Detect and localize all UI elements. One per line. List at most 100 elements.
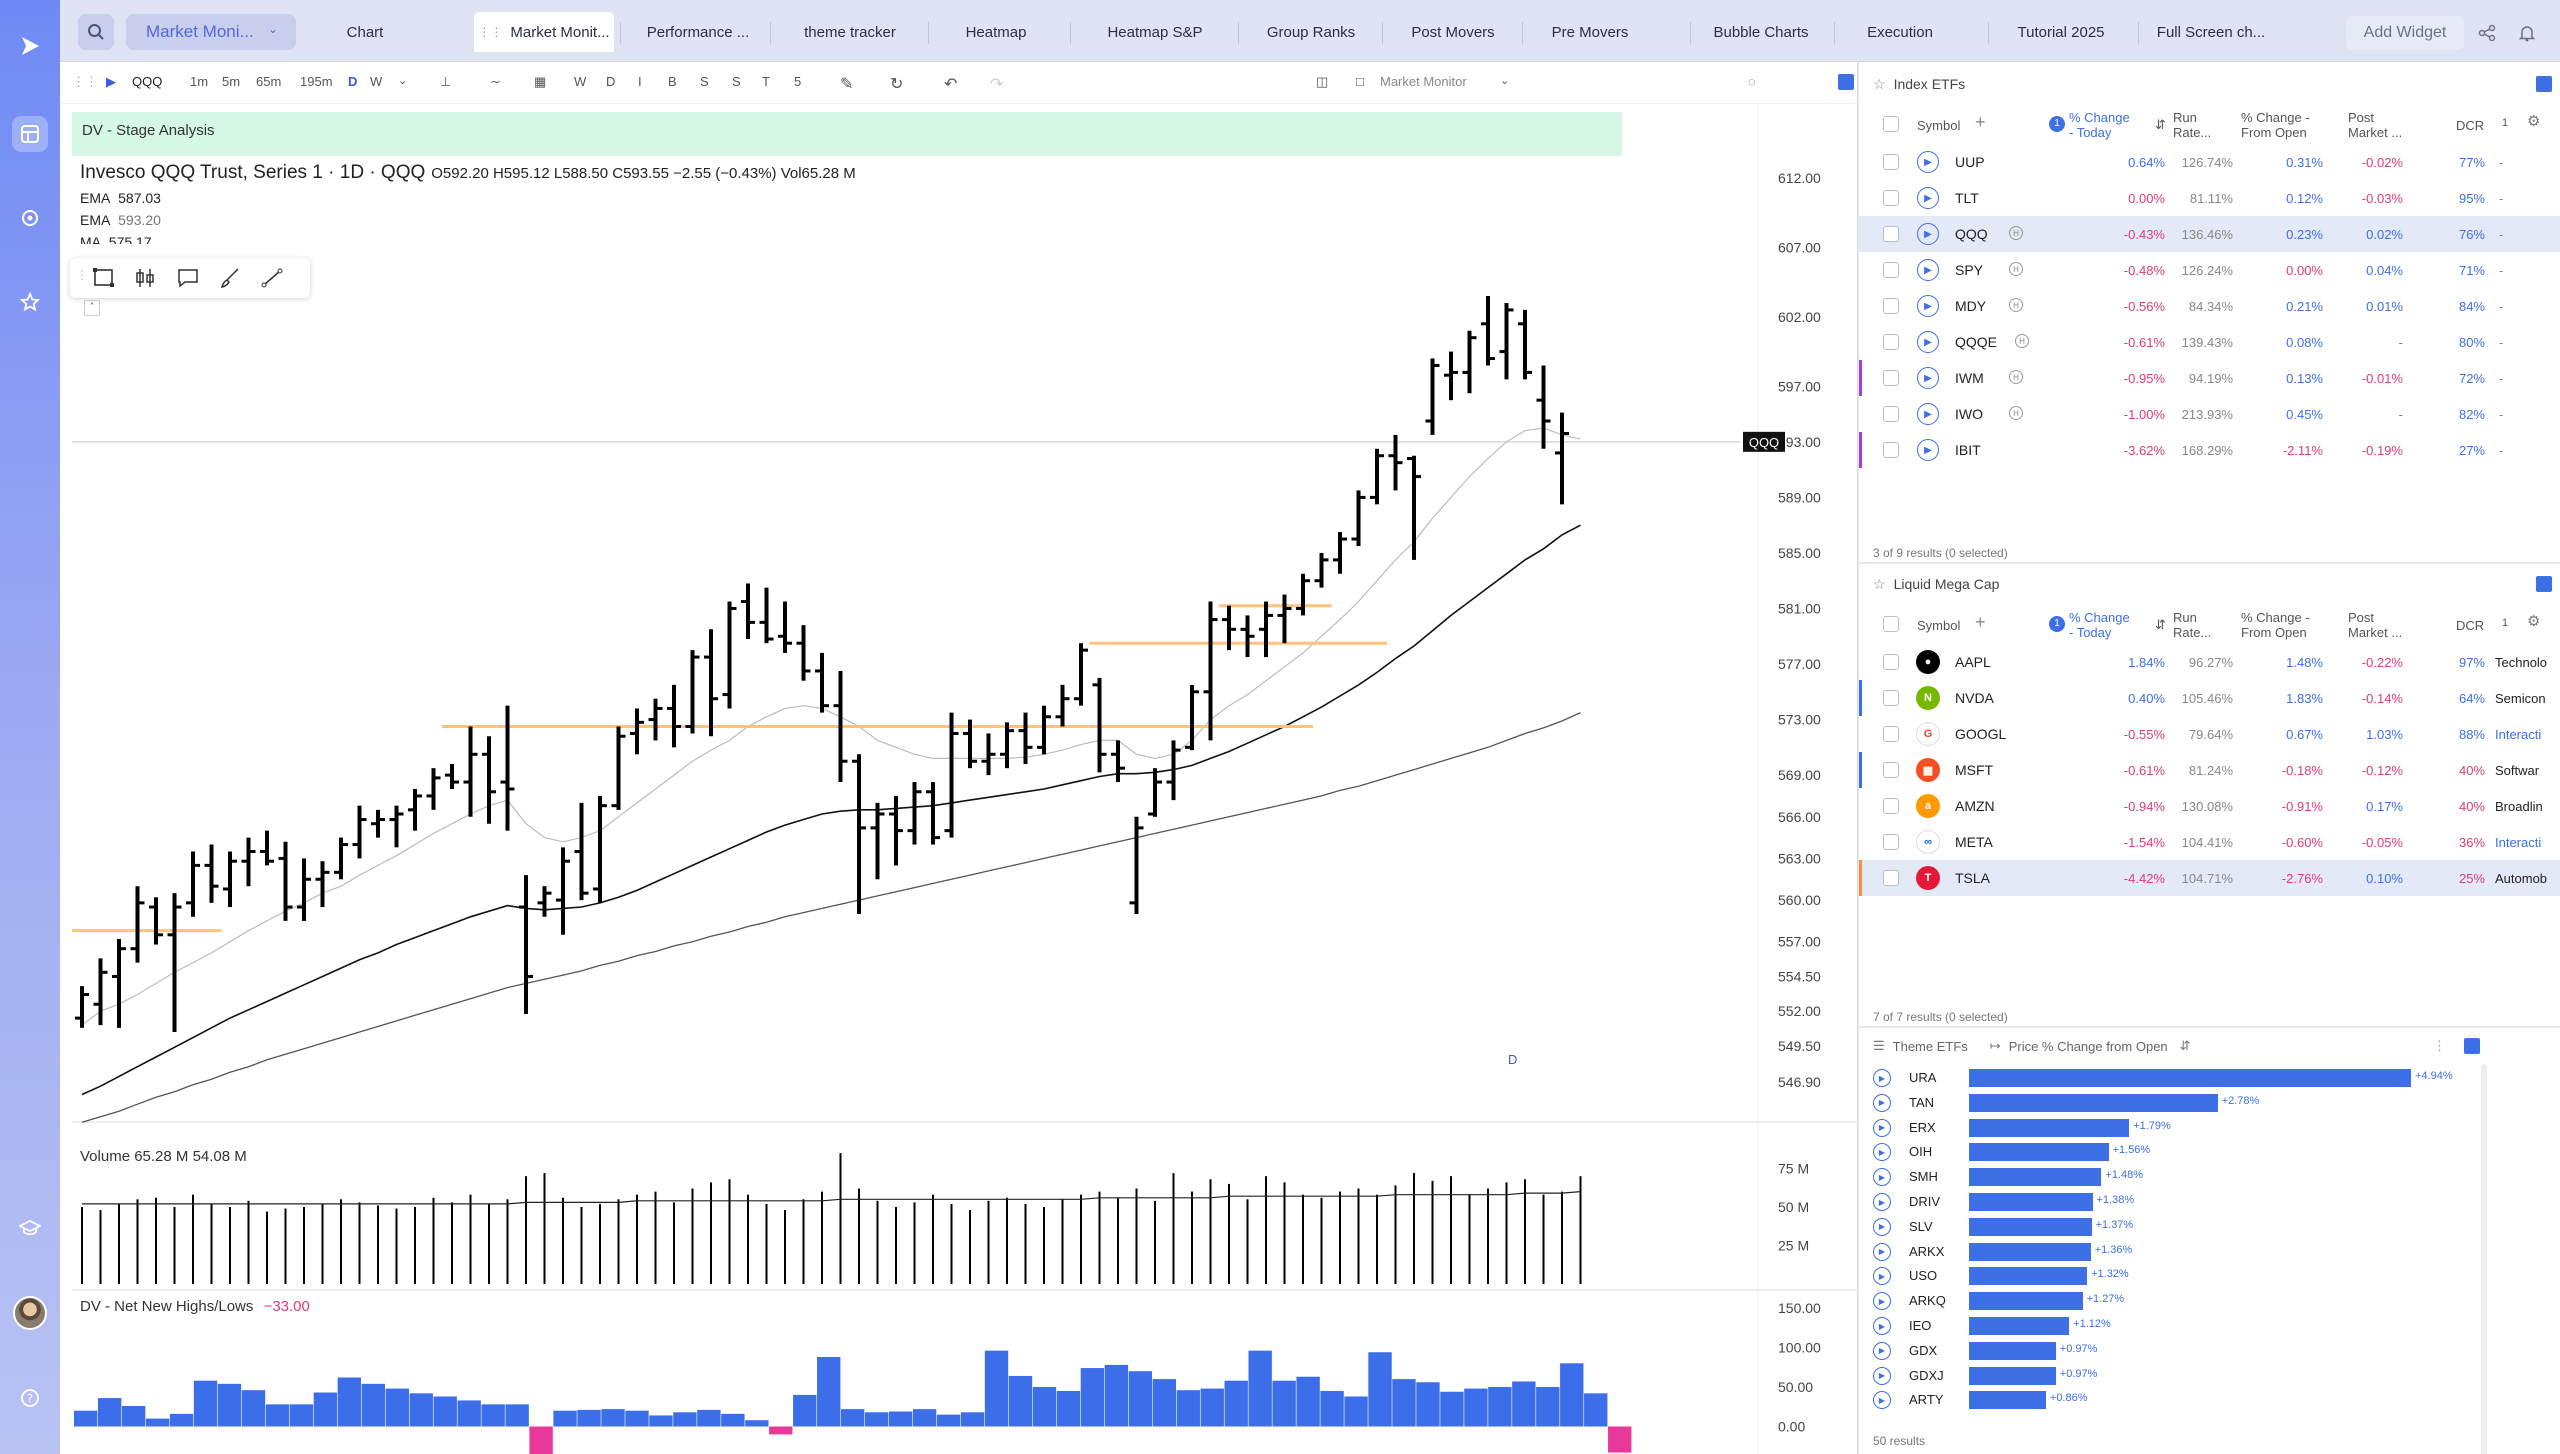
graduation-icon[interactable] bbox=[12, 1210, 48, 1246]
interval-w[interactable]: W bbox=[370, 74, 383, 89]
row-checkbox[interactable] bbox=[1883, 154, 1899, 170]
col-change-today[interactable]: % Change - Today bbox=[2069, 110, 2130, 140]
share-icon[interactable] bbox=[2478, 24, 2496, 46]
tab-full-screen[interactable]: Full Screen ch... bbox=[2146, 12, 2276, 52]
theme-symbol[interactable]: TAN bbox=[1909, 1094, 1935, 1110]
play-icon[interactable]: ▶ bbox=[1917, 151, 1939, 173]
tab-execution[interactable]: Execution bbox=[1840, 12, 1960, 52]
theme-symbol[interactable]: ARTY bbox=[1909, 1392, 1944, 1408]
symbol-cell[interactable]: MDY bbox=[1955, 298, 1987, 314]
table-row[interactable]: ▶ UUP 0.64% 126.74% 0.31% -0.02% 77% - bbox=[1859, 144, 2560, 180]
interval-195m[interactable]: 195m bbox=[300, 74, 333, 89]
more-icon[interactable]: ⋮ bbox=[2433, 1038, 2446, 1053]
theme-symbol[interactable]: OIH bbox=[1909, 1144, 1933, 1160]
help-icon[interactable]: ? bbox=[12, 1380, 48, 1416]
alert-icon[interactable]: ◌ bbox=[1748, 74, 1756, 89]
holdings-icon[interactable]: H bbox=[2009, 370, 2023, 384]
theme-symbol[interactable]: USO bbox=[1909, 1268, 1938, 1284]
table-row[interactable]: ▶ IWO H -1.00% 213.93% 0.45% -82% - bbox=[1859, 396, 2560, 432]
sort-rank-icon[interactable]: 1 bbox=[2049, 116, 2065, 132]
play-icon[interactable]: ▶ bbox=[1873, 1292, 1891, 1311]
tab-market-monitor[interactable]: ⋮⋮ Market Monit... bbox=[474, 12, 614, 52]
row-checkbox[interactable] bbox=[1883, 762, 1899, 778]
comment-tool-icon[interactable] bbox=[176, 267, 200, 289]
table-row[interactable]: ▶ TLT 0.00% 81.11% 0.12% -0.03% 95% - bbox=[1859, 180, 2560, 216]
play-icon[interactable]: ▶ bbox=[1873, 1069, 1891, 1087]
drag-handle-icon[interactable]: ⋮⋮ bbox=[72, 74, 98, 89]
table-row[interactable]: T TSLA -4.42% 104.71% -2.76% 0.10% 25% Automob bbox=[1859, 860, 2560, 896]
theme-row[interactable]: ▶ USO +1.32% bbox=[1859, 1264, 2560, 1288]
theme-symbol[interactable]: ARKX bbox=[1909, 1243, 1945, 1259]
play-icon[interactable]: ▶ bbox=[106, 74, 116, 89]
panel-color-icon[interactable] bbox=[2536, 76, 2552, 92]
shortcut-s2[interactable]: S bbox=[732, 74, 741, 89]
col-dcr[interactable]: DCR bbox=[2456, 618, 2485, 633]
shortcut-w[interactable]: W bbox=[574, 74, 587, 89]
theme-row[interactable]: ▶ ARTY +0.86% bbox=[1859, 1388, 2560, 1412]
theme-row[interactable]: ▶ OIH +1.56% bbox=[1859, 1140, 2560, 1164]
shortcut-i[interactable]: I bbox=[638, 74, 642, 89]
col-change-today[interactable]: % Change - Today bbox=[2069, 610, 2130, 640]
theme-symbol[interactable]: SMH bbox=[1909, 1169, 1938, 1185]
tab-theme-tracker[interactable]: theme tracker bbox=[780, 12, 920, 52]
symbol-cell[interactable]: UUP bbox=[1955, 154, 1985, 170]
avatar[interactable] bbox=[13, 1296, 47, 1330]
theme-row[interactable]: ▶ ERX +1.79% bbox=[1859, 1116, 2560, 1140]
table-row[interactable]: ▶ QQQ H -0.43% 136.46% 0.23% 0.02% 76% - bbox=[1859, 216, 2560, 252]
holdings-icon[interactable]: H bbox=[2015, 334, 2029, 348]
interval-5m[interactable]: 5m bbox=[222, 74, 241, 89]
symbol-cell[interactable]: TLT bbox=[1955, 190, 1979, 206]
play-icon[interactable]: ▶ bbox=[1873, 1143, 1891, 1162]
play-icon[interactable]: ▶ bbox=[1873, 1391, 1891, 1410]
play-icon[interactable]: ▶ bbox=[1917, 403, 1939, 425]
theme-etfs-subtitle[interactable]: Price % Change from Open bbox=[2008, 1038, 2168, 1054]
price-chart[interactable]: 612.00 607.00 602.00 597.00 593.00 589.00 585.… bbox=[60, 62, 1858, 1454]
chevron-down-icon[interactable]: ⌄ bbox=[1500, 75, 1510, 87]
theme-symbol[interactable]: GDXJ bbox=[1909, 1367, 1944, 1383]
theme-row[interactable]: ▶ TAN +2.78% bbox=[1859, 1091, 2560, 1115]
play-icon[interactable]: ▶ bbox=[1873, 1317, 1891, 1335]
row-checkbox[interactable] bbox=[1883, 690, 1899, 706]
redo-icon[interactable]: ↷ bbox=[990, 76, 1004, 93]
holdings-icon[interactable]: H bbox=[2009, 406, 2023, 420]
play-icon[interactable]: ▶ bbox=[1917, 367, 1939, 389]
symbol-cell[interactable]: AMZN bbox=[1955, 798, 1995, 814]
row-checkbox[interactable] bbox=[1883, 262, 1899, 278]
add-widget-button[interactable]: Add Widget bbox=[2346, 16, 2464, 50]
shortcut-5[interactable]: 5 bbox=[794, 74, 802, 89]
row-checkbox[interactable] bbox=[1883, 370, 1899, 386]
table-row[interactable]: ● AAPL 1.84% 96.27% 1.48% -0.22% 97% Technolo bbox=[1859, 644, 2560, 680]
target-icon[interactable] bbox=[12, 200, 48, 236]
theme-row[interactable]: ▶ ARKX +1.36% bbox=[1859, 1240, 2560, 1264]
symbol-cell[interactable]: IWO bbox=[1955, 406, 1983, 422]
gear-icon[interactable]: ⚙ bbox=[2527, 613, 2541, 630]
play-icon[interactable]: ▶ bbox=[1917, 259, 1939, 281]
select-all-checkbox[interactable] bbox=[1883, 116, 1899, 132]
layout-icon[interactable] bbox=[12, 116, 48, 152]
table-row[interactable]: ▶ MDY H -0.56% 84.34% 0.21% 0.01% 84% - bbox=[1859, 288, 2560, 324]
play-icon[interactable]: ▶ bbox=[1917, 223, 1939, 245]
theme-symbol[interactable]: DRIV bbox=[1909, 1194, 1941, 1209]
table-row[interactable]: ▶ IBIT -3.62% 168.29% -2.11% -0.19% 27% - bbox=[1859, 432, 2560, 468]
bell-icon[interactable] bbox=[2518, 24, 2536, 46]
star-icon[interactable] bbox=[12, 284, 48, 320]
workspace-select[interactable]: Market Moni... ⌄ bbox=[126, 14, 296, 50]
tab-chart[interactable]: Chart bbox=[300, 12, 430, 52]
theme-row[interactable]: ▶ SLV +1.37% bbox=[1859, 1215, 2560, 1239]
play-icon[interactable]: ▶ bbox=[1917, 187, 1939, 209]
shortcut-s1[interactable]: S bbox=[700, 74, 709, 89]
row-checkbox[interactable] bbox=[1883, 834, 1899, 850]
symbol-cell[interactable]: IWM bbox=[1955, 370, 1984, 386]
play-icon[interactable]: ▶ bbox=[1917, 331, 1939, 353]
trendline-tool-icon[interactable] bbox=[260, 267, 284, 289]
star-icon[interactable]: ☆ bbox=[1873, 575, 1886, 592]
shortcut-d[interactable]: D bbox=[606, 74, 616, 89]
layout-panel-icon[interactable]: ◫ bbox=[1316, 74, 1329, 89]
sort-icon[interactable]: ⇵ bbox=[2155, 617, 2166, 632]
tab-group-ranks[interactable]: Group Ranks bbox=[1246, 12, 1376, 52]
theme-row[interactable]: ▶ SMH +1.48% bbox=[1859, 1165, 2560, 1189]
symbol-cell[interactable]: MSFT bbox=[1955, 762, 1994, 778]
play-icon[interactable]: ▶ bbox=[1873, 1242, 1891, 1261]
symbol-cell[interactable]: META bbox=[1955, 834, 1993, 850]
interval-1m[interactable]: 1m bbox=[190, 74, 209, 89]
